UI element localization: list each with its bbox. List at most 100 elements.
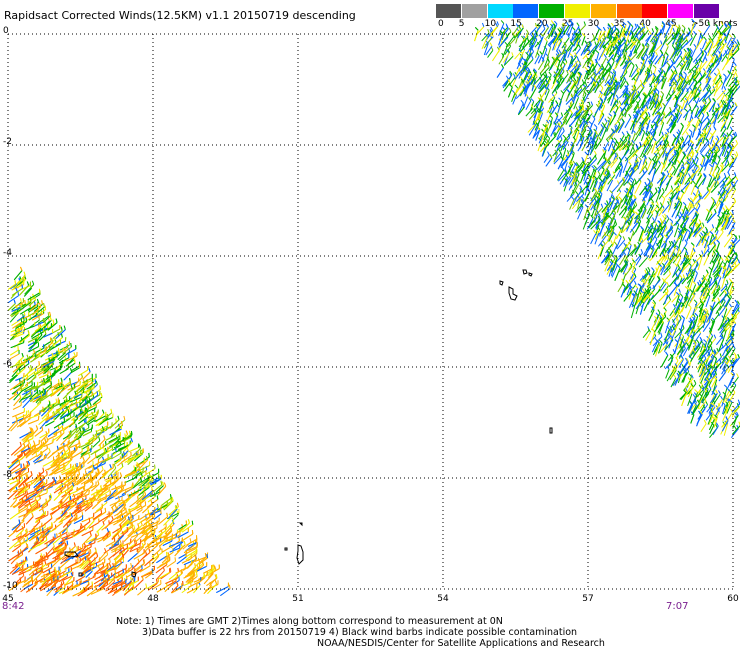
wind-barb-flag [644,188,649,192]
wind-barb [708,180,717,193]
wind-barb-flag [699,410,703,415]
wind-barb-flag [678,214,681,219]
wind-barb [683,163,690,177]
wind-barb [594,203,600,216]
wind-barb [654,106,663,115]
colorbar-swatch [461,4,487,18]
wind-barb [668,153,677,161]
wind-barb [582,87,587,97]
wind-barb-flag [578,61,582,66]
wind-barb [715,82,723,93]
wind-barb-flag [506,24,509,29]
wind-barb-flag [624,190,628,194]
wind-barb [694,89,702,99]
wind-barb [525,100,532,111]
wind-barb-flag [637,241,641,246]
wind-barb [607,174,616,185]
wind-barb [691,127,696,138]
wind-barb [599,125,606,137]
wind-barb-flag [697,164,700,170]
wind-barb-flag [638,253,642,258]
wind-barb-flag [722,265,726,270]
wind-barb [671,360,679,373]
wind-barb [562,141,569,150]
wind-barb [581,36,586,46]
wind-barb-flag [544,71,548,76]
wind-barb [619,89,628,99]
wind-barb-flag [590,76,594,81]
wind-barb-flag [675,70,678,75]
wind-barb-flag [631,62,635,66]
wind-barb [654,95,659,109]
wind-barb-flag [642,93,646,97]
wind-barb [629,143,635,155]
wind-barb [732,425,740,435]
wind-barb [655,139,665,149]
wind-barb-flag [699,163,703,168]
wind-barb-flag [656,314,661,319]
wind-barb-flag [625,195,628,200]
wind-barb-flag [679,171,682,176]
wind-barb [611,72,617,85]
wind-barb [513,28,521,38]
wind-barb [666,122,674,131]
wind-barb-flag [660,50,664,55]
wind-barb [662,36,668,45]
wind-barb [683,51,690,60]
wind-barb-flag [680,354,684,359]
wind-barb-flag [734,131,738,136]
wind-barb [609,100,617,113]
wind-barb-flag [706,311,710,316]
wind-barb [657,323,664,334]
wind-barb-flag [561,23,565,29]
wind-barb-flag [692,258,696,263]
wind-barb [614,164,623,174]
wind-barb [677,331,683,343]
wind-barb [634,242,642,254]
wind-barb-flag [661,131,664,136]
wind-barb [584,80,594,91]
wind-barb [636,286,642,300]
wind-barb [672,90,681,101]
wind-barb [682,108,692,119]
wind-barb [709,135,714,145]
wind-barb-flag [737,79,740,84]
wind-barb-flag [698,219,702,224]
wind-barb [498,41,503,53]
wind-barb-flag [591,176,595,181]
wind-barb-flag [514,84,519,89]
wind-barb [543,56,549,68]
wind-barb [651,223,658,236]
wind-barb [542,27,549,37]
wind-barb [608,132,615,141]
wind-barb [634,181,642,194]
wind-barb [573,25,580,37]
wind-barb [643,298,651,312]
wind-barb-flag [676,372,680,377]
wind-barb [633,99,641,111]
wind-barb-flag [657,160,661,165]
wind-barb [525,107,534,117]
wind-barb [579,113,588,123]
wind-barb-flag [723,384,728,388]
wind-barb-flag [670,189,674,193]
wind-barb-flag [720,162,724,167]
wind-barb [724,248,732,261]
wind-barb-flag [706,208,710,213]
wind-barb [503,55,514,66]
wind-barb [728,238,738,249]
wind-barb [611,183,620,194]
wind-barb-flag [613,82,616,87]
wind-barb [620,262,628,273]
wind-barb [693,388,702,399]
wind-barb [699,400,707,410]
wind-barb-flag [570,76,573,81]
wind-barb [646,220,655,233]
wind-barb [701,230,708,241]
wind-barb [703,241,709,254]
wind-barb [527,124,536,133]
wind-barb [591,134,599,145]
wind-barb [680,242,688,254]
wind-barb-flag [646,26,649,31]
wind-barb [681,124,691,136]
